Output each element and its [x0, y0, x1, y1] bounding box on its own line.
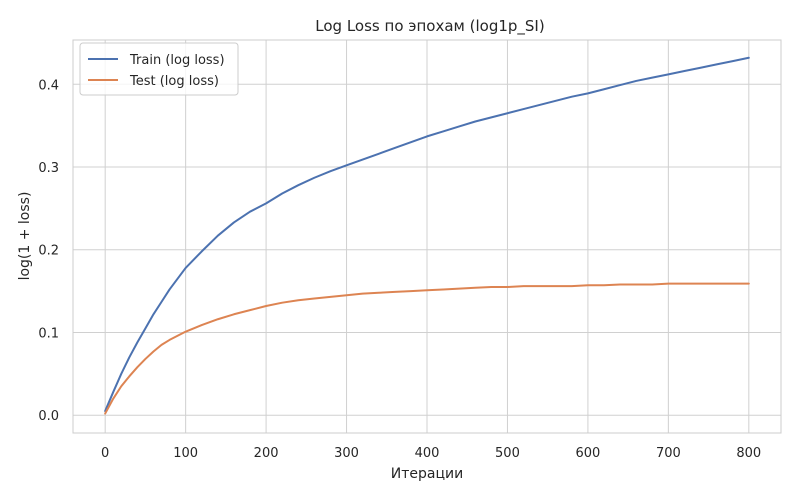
y-tick-label: 0.3 — [38, 161, 59, 176]
x-axis-label: Итерации — [391, 466, 463, 482]
legend: Train (log loss) Test (log loss) — [79, 42, 239, 96]
y-tick-label: 0.1 — [38, 326, 59, 341]
legend-label-test: Test (log loss) — [129, 74, 219, 89]
y-axis-label: log(1 + loss) — [17, 192, 33, 281]
series-line-train — [104, 56, 750, 413]
series-line-test — [104, 282, 750, 415]
legend-label-train: Train (log loss) — [129, 53, 225, 68]
x-tick-label: 200 — [254, 446, 279, 461]
grid — [73, 40, 781, 433]
x-tick-label: 500 — [495, 446, 520, 461]
plot-area — [72, 39, 782, 434]
y-tick-label: 0.0 — [38, 409, 59, 424]
series-layer — [104, 56, 750, 415]
legend-box — [79, 42, 239, 96]
x-tick-label: 400 — [415, 446, 440, 461]
x-tick-label: 300 — [334, 446, 359, 461]
tick-labels: 0 100 200 300 400 500 600 700 800 0.0 0.1 0.2 0.3 0.4 — [38, 78, 761, 461]
x-tick-label: 0 — [101, 446, 109, 461]
x-tick-label: 800 — [736, 446, 761, 461]
x-tick-label: 100 — [173, 446, 198, 461]
chart-title: Log Loss по эпохам (log1p_SI) — [315, 17, 544, 36]
x-tick-label: 700 — [656, 446, 681, 461]
y-tick-label: 0.4 — [38, 78, 59, 93]
x-tick-label: 600 — [575, 446, 600, 461]
y-tick-label: 0.2 — [38, 244, 59, 259]
